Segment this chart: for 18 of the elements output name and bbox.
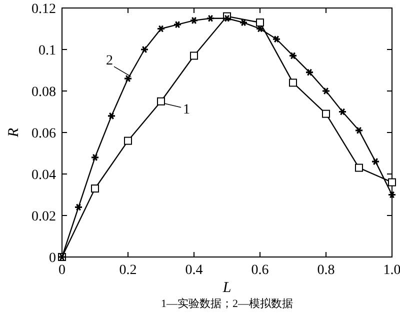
y-tick-label: 0.08 <box>32 85 56 100</box>
y-tick-label: 0.12 <box>32 2 56 17</box>
legend-label: 1 <box>183 102 190 118</box>
y-tick-label: 0.1 <box>38 44 56 58</box>
text: 1—实验数据；2—模拟数据 <box>161 297 293 310</box>
y-axis-title: R <box>6 128 22 138</box>
series-label: 2 <box>106 54 113 69</box>
x-tick-label: 0.4 <box>185 263 203 278</box>
x-tick-label: 0 <box>58 263 66 278</box>
y-tick-label: 0 <box>49 251 56 266</box>
x-tick-label: 0.2 <box>119 263 137 278</box>
y-tick-label: 0.04 <box>32 168 56 183</box>
x-tick-label: 0.8 <box>317 263 335 278</box>
y-tick-label: 0.02 <box>32 210 56 224</box>
x-axis-title: L <box>222 280 232 296</box>
x-tick-label: 1.0 <box>383 263 400 278</box>
y-tick-label: 0.06 <box>32 126 56 142</box>
x-tick-label: 0.6 <box>251 263 269 278</box>
